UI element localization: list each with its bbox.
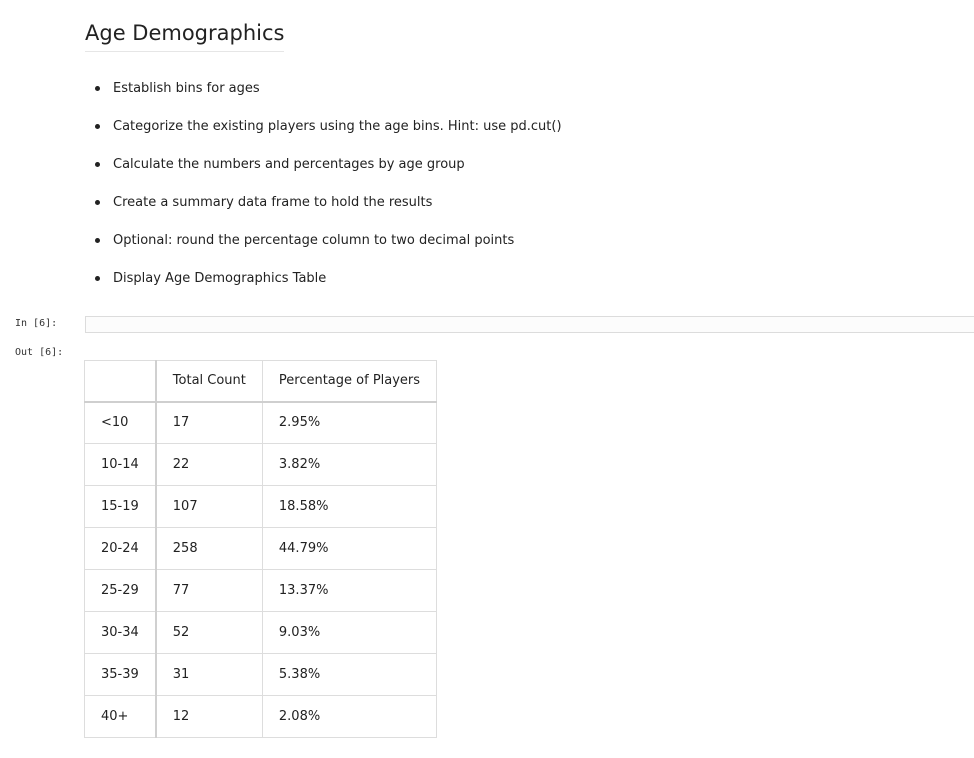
bullet-icon	[95, 86, 100, 91]
bullet-icon	[95, 200, 100, 205]
list-item: Optional: round the percentage column to…	[95, 230, 562, 268]
row-index: 30-34	[83, 611, 157, 654]
table-row: 30-34 52 9.03%	[83, 611, 438, 654]
row-index: 20-24	[83, 527, 157, 570]
row-index: 10-14	[83, 443, 157, 486]
percentage-cell: 2.95%	[261, 401, 438, 444]
total-count-cell: 31	[155, 653, 263, 696]
percentage-cell: 13.37%	[261, 569, 438, 612]
row-index: 25-29	[83, 569, 157, 612]
total-count-cell: 258	[155, 527, 263, 570]
row-index: 35-39	[83, 653, 157, 696]
table-row: 15-19 107 18.58%	[83, 485, 438, 528]
list-item-text: Display Age Demographics Table	[113, 271, 327, 286]
list-item: Calculate the numbers and percentages by…	[95, 154, 562, 192]
list-item: Display Age Demographics Table	[95, 268, 562, 306]
total-count-cell: 107	[155, 485, 263, 528]
bullet-icon	[95, 162, 100, 167]
total-count-cell: 22	[155, 443, 263, 486]
index-header	[83, 360, 157, 403]
column-header: Percentage of Players	[261, 360, 438, 403]
percentage-cell: 9.03%	[261, 611, 438, 654]
percentage-cell: 2.08%	[261, 695, 438, 738]
list-item: Categorize the existing players using th…	[95, 116, 562, 154]
bullet-icon	[95, 238, 100, 243]
table-header-row: Total Count Percentage of Players	[83, 360, 438, 403]
table-row: 25-29 77 13.37%	[83, 569, 438, 612]
table-row: <10 17 2.95%	[83, 401, 438, 444]
table-row: 35-39 31 5.38%	[83, 653, 438, 696]
bullet-icon	[95, 276, 100, 281]
list-item-text: Categorize the existing players using th…	[113, 119, 562, 134]
code-input-cell[interactable]	[85, 316, 974, 333]
list-item: Establish bins for ages	[95, 78, 562, 116]
output-prompt: Out [6]:	[15, 347, 64, 358]
percentage-cell: 3.82%	[261, 443, 438, 486]
total-count-cell: 12	[155, 695, 263, 738]
percentage-cell: 5.38%	[261, 653, 438, 696]
list-item-text: Optional: round the percentage column to…	[113, 233, 515, 248]
row-index: <10	[83, 401, 157, 444]
list-item-text: Establish bins for ages	[113, 81, 260, 96]
table-row: 40+ 12 2.08%	[83, 695, 438, 738]
age-demographics-table: Total Count Percentage of Players <10 17…	[83, 360, 438, 738]
row-index: 40+	[83, 695, 157, 738]
total-count-cell: 52	[155, 611, 263, 654]
percentage-cell: 18.58%	[261, 485, 438, 528]
column-header: Total Count	[155, 360, 263, 403]
section-title: Age Demographics	[85, 18, 285, 52]
percentage-cell: 44.79%	[261, 527, 438, 570]
list-item: Create a summary data frame to hold the …	[95, 192, 562, 230]
bullet-icon	[95, 124, 100, 129]
input-prompt: In [6]:	[15, 318, 58, 329]
row-index: 15-19	[83, 485, 157, 528]
table-row: 10-14 22 3.82%	[83, 443, 438, 486]
list-item-text: Calculate the numbers and percentages by…	[113, 157, 465, 172]
total-count-cell: 77	[155, 569, 263, 612]
table-row: 20-24 258 44.79%	[83, 527, 438, 570]
instruction-list: Establish bins for ages Categorize the e…	[95, 78, 562, 306]
total-count-cell: 17	[155, 401, 263, 444]
list-item-text: Create a summary data frame to hold the …	[113, 195, 433, 210]
